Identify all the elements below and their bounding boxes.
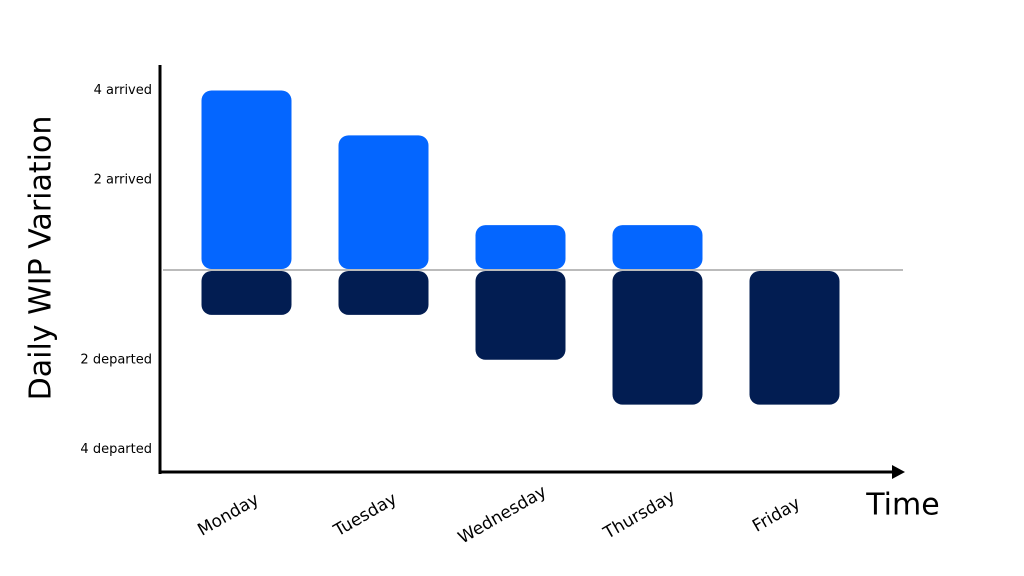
bar (612, 225, 703, 269)
x-tick-label: Wednesday (455, 482, 550, 549)
y-tick-label: 4 departed (80, 442, 152, 457)
x-tick-label: Thursday (599, 487, 678, 544)
x-axis-arrow (892, 465, 905, 479)
bar (749, 271, 840, 405)
x-tick-label: Friday (749, 493, 804, 536)
y-tick-label: 2 departed (80, 352, 152, 367)
x-axis-title: Time (865, 488, 939, 523)
bar (338, 271, 429, 315)
y-axis-title: Daily WIP Variation (24, 116, 59, 401)
y-tick-label: 4 arrived (94, 83, 152, 98)
x-tick-label: Monday (194, 490, 262, 541)
x-tick-label: Tuesday (330, 489, 401, 541)
y-tick-label: 2 arrived (94, 173, 152, 188)
bar (338, 135, 429, 269)
bar (612, 271, 703, 405)
bar (201, 90, 292, 269)
bar (475, 225, 566, 269)
bar (475, 271, 566, 360)
bar (201, 271, 292, 315)
